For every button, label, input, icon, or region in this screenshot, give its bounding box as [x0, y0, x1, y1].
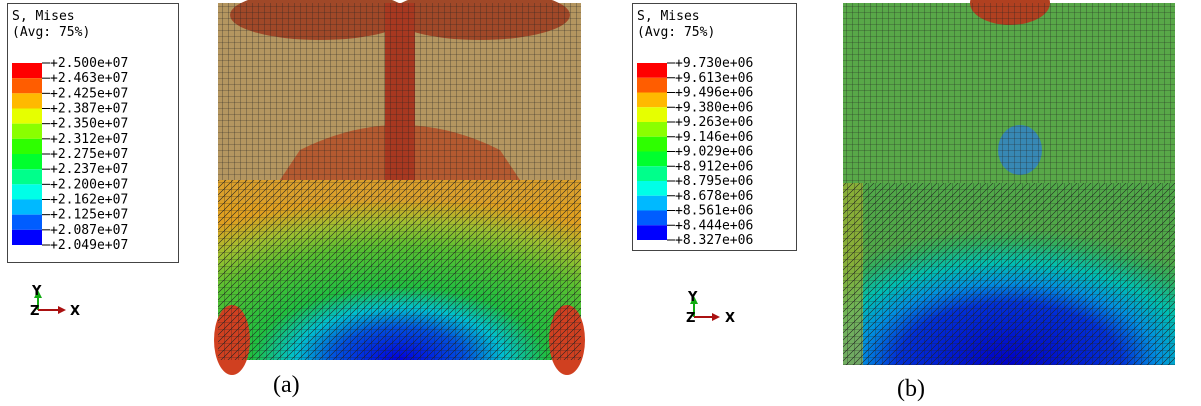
legend-label: +2.237e+07 [50, 162, 128, 177]
legend-label: +9.029e+06 [675, 145, 753, 160]
legend-label: +2.387e+07 [50, 102, 128, 117]
legend-swatch [12, 184, 42, 199]
legend-swatch [637, 196, 667, 211]
legend-swatch [637, 152, 667, 167]
legend-label: +8.795e+06 [675, 174, 753, 189]
axis-label: Y [31, 284, 42, 299]
legend-swatch [12, 78, 42, 93]
legend-swatch [12, 169, 42, 184]
legend-title: S, Mises [12, 9, 75, 24]
legend-swatch [12, 93, 42, 108]
legend-label: +9.613e+06 [675, 71, 753, 86]
legend-label: +2.049e+07 [50, 238, 128, 253]
legend-subtitle: (Avg: 75%) [12, 25, 90, 40]
legend-swatch [637, 211, 667, 226]
legend-label: +2.087e+07 [50, 223, 128, 238]
legend-swatch [637, 166, 667, 181]
legend-swatch [637, 225, 667, 240]
figure: S, Mises(Avg: 75%)+2.500e+07+2.463e+07+2… [0, 0, 1201, 406]
legend-label: +9.730e+06 [675, 56, 753, 71]
legend-swatch [12, 124, 42, 139]
legend-label: +2.275e+07 [50, 147, 128, 162]
legend-label: +9.263e+06 [675, 115, 753, 130]
legend-swatch [637, 107, 667, 122]
legend-label: +9.146e+06 [675, 130, 753, 145]
legend-label: +8.678e+06 [675, 189, 753, 204]
caption: (b) [897, 376, 925, 402]
contour-plot [843, 0, 1175, 365]
legend-label: +8.444e+06 [675, 218, 753, 233]
legend-subtitle: (Avg: 75%) [637, 25, 715, 40]
contour-plot [214, 0, 585, 375]
legend-label: +2.162e+07 [50, 193, 128, 208]
axis-label: Y [687, 290, 698, 305]
legend-label: +8.561e+06 [675, 204, 753, 219]
legend-label: +2.312e+07 [50, 132, 128, 147]
legend-label: +2.200e+07 [50, 177, 128, 192]
legend-label: +8.912e+06 [675, 159, 753, 174]
legend-swatch [637, 78, 667, 93]
legend-swatch [637, 137, 667, 152]
legend-swatch [12, 139, 42, 154]
axis-label: Z [30, 304, 39, 319]
legend-swatch [12, 215, 42, 230]
legend-label: +2.350e+07 [50, 117, 128, 132]
legend-label: +2.425e+07 [50, 86, 128, 101]
legend-label: +2.463e+07 [50, 71, 128, 86]
legend-swatch [12, 200, 42, 215]
legend-swatch [637, 93, 667, 108]
axis-label: X [70, 304, 80, 319]
legend-label: +8.327e+06 [675, 233, 753, 248]
axis-label: X [725, 311, 735, 326]
legend-swatch [12, 109, 42, 124]
legend-swatch [12, 230, 42, 245]
legend-label: +2.125e+07 [50, 208, 128, 223]
caption: (a) [273, 372, 300, 398]
legend-swatch [12, 154, 42, 169]
legend-swatch [637, 63, 667, 78]
legend-swatch [12, 63, 42, 78]
legend-label: +2.500e+07 [50, 56, 128, 71]
legend-label: +9.380e+06 [675, 100, 753, 115]
legend-label: +9.496e+06 [675, 86, 753, 101]
axis-label: Z [686, 311, 695, 326]
legend-title: S, Mises [637, 9, 700, 24]
legend-swatch [637, 122, 667, 137]
legend-swatch [637, 181, 667, 196]
